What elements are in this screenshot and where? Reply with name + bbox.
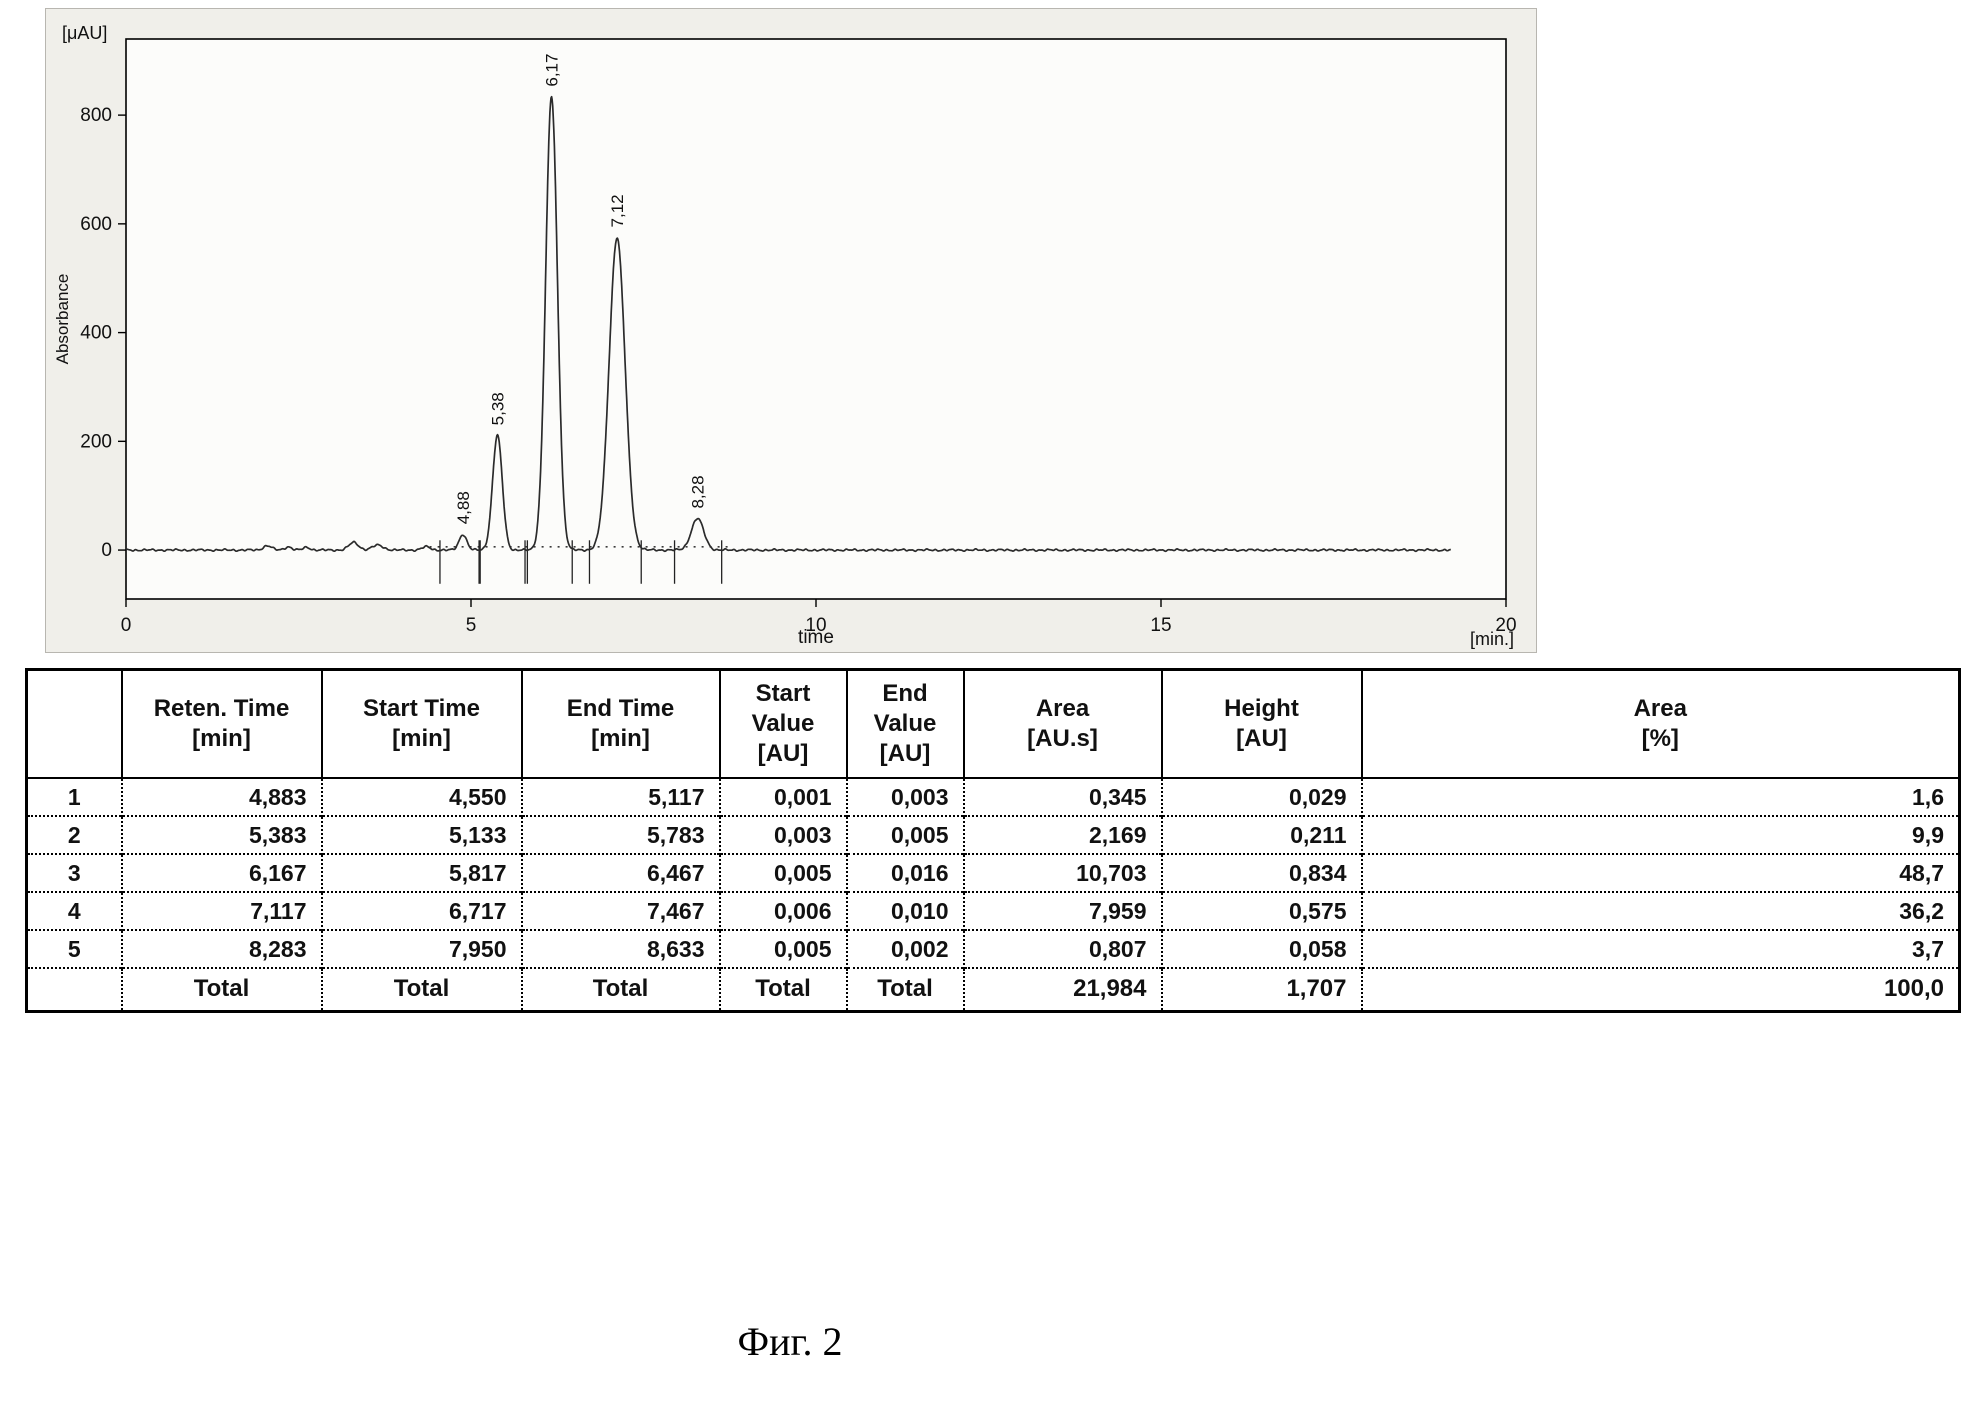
row-index-cell: 1 bbox=[26, 777, 123, 816]
column-header: Height [AU] bbox=[1160, 668, 1363, 779]
table-cell: 0,029 bbox=[1161, 777, 1363, 816]
table-cell: 3,7 bbox=[1361, 929, 1961, 968]
table-cell: 0,005 bbox=[846, 815, 965, 854]
y-axis-tick-label: 800 bbox=[80, 105, 112, 126]
table-cell: 5,117 bbox=[521, 777, 721, 816]
x-axis-tick-label: 10 bbox=[805, 615, 826, 636]
table-cell: Total bbox=[719, 967, 848, 1011]
table-cell: 6,467 bbox=[521, 853, 721, 892]
column-header: Area [%] bbox=[1360, 668, 1961, 779]
x-axis-tick-label: 0 bbox=[121, 615, 132, 636]
table-cell: 8,633 bbox=[521, 929, 721, 968]
table-cell: 0,003 bbox=[719, 815, 848, 854]
column-header: Start Value [AU] bbox=[718, 668, 848, 779]
table-cell: 0,006 bbox=[719, 891, 848, 930]
table-row: 3 6,167 5,817 6,467 0,005 0,016 10,703 0,834 48,… bbox=[26, 853, 1961, 892]
table-row: 1 4,883 4,550 5,117 0,001 0,003 0,345 0,029 1,6 bbox=[26, 777, 1961, 816]
table-cell: 7,950 bbox=[321, 929, 523, 968]
peak-label: 5,38 bbox=[488, 392, 507, 425]
table-cell: 48,7 bbox=[1361, 853, 1961, 892]
column-header: Reten. Time [min] bbox=[120, 668, 323, 779]
table-cell: 0,345 bbox=[963, 777, 1163, 816]
table-cell: 9,9 bbox=[1361, 815, 1961, 854]
table-body: 1 4,883 4,550 5,117 0,001 0,003 0,345 0,029 1,6 2… bbox=[26, 777, 1961, 1011]
table-cell: 5,817 bbox=[321, 853, 523, 892]
table-cell: Total bbox=[121, 967, 323, 1011]
table-cell: 7,467 bbox=[521, 891, 721, 930]
chromatogram-trace bbox=[125, 95, 1452, 553]
table-row: 2 5,383 5,133 5,783 0,003 0,005 2,169 0,211 9,9 bbox=[26, 815, 1961, 854]
table-header-row: Reten. Time [min] Start Time [min] End Tim… bbox=[25, 668, 1961, 779]
table-cell: 36,2 bbox=[1361, 891, 1961, 930]
table-cell: 7,959 bbox=[963, 891, 1163, 930]
table-cell: 1,707 bbox=[1161, 967, 1363, 1011]
table-cell: 6,717 bbox=[321, 891, 523, 930]
table-cell: 10,703 bbox=[963, 853, 1163, 892]
table-row: 5 8,283 7,950 8,633 0,005 0,002 0,807 0,058 3,7 bbox=[26, 929, 1961, 968]
table-cell: Total bbox=[521, 967, 721, 1011]
peak-table: Reten. Time [min] Start Time [min] End Tim… bbox=[25, 668, 1961, 1013]
table-cell: 0,002 bbox=[846, 929, 965, 968]
table-cell: 0,003 bbox=[846, 777, 965, 816]
table-cell: 21,984 bbox=[963, 967, 1163, 1011]
table-cell: 5,383 bbox=[121, 815, 323, 854]
x-axis-tick-label: 20 bbox=[1495, 615, 1516, 636]
row-index-cell: 4 bbox=[26, 891, 123, 930]
peak-label: 4,88 bbox=[454, 491, 473, 524]
table-cell: 0,058 bbox=[1161, 929, 1363, 968]
y-unit-label: [μAU] bbox=[62, 23, 107, 43]
table-cell: 0,005 bbox=[719, 853, 848, 892]
table-cell: Total bbox=[846, 967, 965, 1011]
peak-label: 6,17 bbox=[543, 54, 562, 87]
table-row: 4 7,117 6,717 7,467 0,006 0,010 7,959 0,575 36,2 bbox=[26, 891, 1961, 930]
table-cell: 2,169 bbox=[963, 815, 1163, 854]
table-cell: 0,211 bbox=[1161, 815, 1363, 854]
y-axis-tick-label: 0 bbox=[101, 540, 112, 561]
table-cell: 0,807 bbox=[963, 929, 1163, 968]
table-cell: Total bbox=[321, 967, 523, 1011]
peak-label: 7,12 bbox=[608, 194, 627, 227]
column-header: End Time [min] bbox=[520, 668, 721, 779]
table-cell: 0,575 bbox=[1161, 891, 1363, 930]
table-cell: 4,883 bbox=[121, 777, 323, 816]
peak-label: 8,28 bbox=[689, 475, 708, 508]
table-cell: 5,783 bbox=[521, 815, 721, 854]
column-header: Start Time [min] bbox=[320, 668, 523, 779]
x-axis-tick-label: 5 bbox=[466, 615, 477, 636]
row-index-cell bbox=[26, 967, 123, 1011]
table-cell: 1,6 bbox=[1361, 777, 1961, 816]
chromatogram-svg: 0 200 400 600 800 0 5 10 15 20 [μAU] Absorbance time… bbox=[53, 23, 1517, 649]
table-cell: 0,001 bbox=[719, 777, 848, 816]
table-cell: 0,834 bbox=[1161, 853, 1363, 892]
x-axis-title: time bbox=[798, 627, 834, 648]
column-header bbox=[25, 668, 123, 779]
y-axis-tick-label: 600 bbox=[80, 214, 112, 235]
y-axis-tick-label: 200 bbox=[80, 431, 112, 452]
x-axis-tick-label: 15 bbox=[1150, 615, 1171, 636]
table-cell: 0,016 bbox=[846, 853, 965, 892]
y-axis-tick-label: 400 bbox=[80, 323, 112, 344]
chromatogram-panel: 0 200 400 600 800 0 5 10 15 20 [μAU] Absorbance time… bbox=[45, 8, 1537, 653]
column-header: End Value [AU] bbox=[845, 668, 965, 779]
y-axis-title: Absorbance bbox=[53, 274, 72, 365]
row-index-cell: 3 bbox=[26, 853, 123, 892]
x-unit-label: [min.] bbox=[1470, 629, 1514, 649]
figure-caption: Фиг. 2 bbox=[737, 1319, 843, 1364]
table-cell: 100,0 bbox=[1361, 967, 1961, 1011]
row-index-cell: 2 bbox=[26, 815, 123, 854]
table-cell: 0,010 bbox=[846, 891, 965, 930]
table-cell: 8,283 bbox=[121, 929, 323, 968]
table-cell: 4,550 bbox=[321, 777, 523, 816]
plot-area bbox=[125, 38, 1507, 600]
table-cell: 0,005 bbox=[719, 929, 848, 968]
table-cell: 5,133 bbox=[321, 815, 523, 854]
row-index-cell: 5 bbox=[26, 929, 123, 968]
table-cell: 7,117 bbox=[121, 891, 323, 930]
total-row: Total Total Total Total Total 21,984 1,707 100,… bbox=[26, 967, 1961, 1011]
table-cell: 6,167 bbox=[121, 853, 323, 892]
column-header: Area [AU.s] bbox=[962, 668, 1163, 779]
